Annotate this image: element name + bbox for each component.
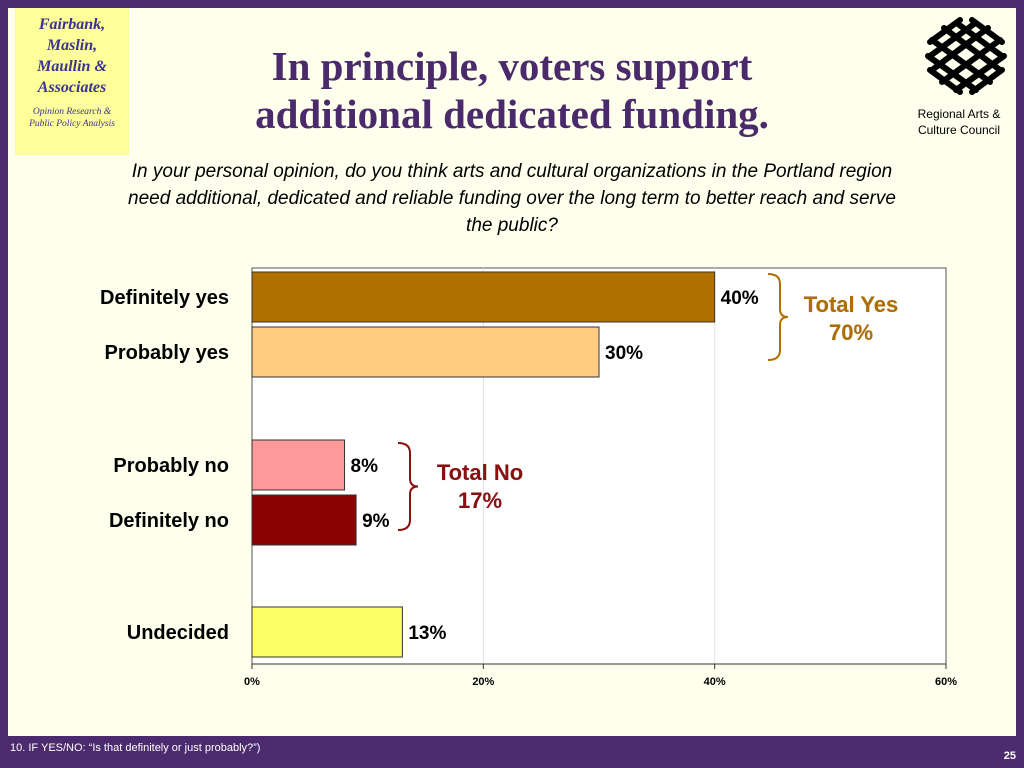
firm-logo: Fairbank, Maslin, Maullin & Associates O… (15, 8, 129, 155)
title-line: additional dedicated funding. (255, 91, 769, 137)
annotation-text: Total Yes (804, 292, 899, 317)
data-label: 40% (721, 288, 759, 309)
annotation-text: 70% (829, 320, 873, 345)
firm-name-line: Maullin & (37, 58, 107, 75)
annotation-text: Total No (437, 460, 523, 485)
title-line: In principle, voters support (271, 43, 753, 89)
data-label: 8% (351, 456, 379, 477)
category-label: Definitely no (109, 510, 229, 532)
bar (251, 494, 357, 546)
x-tick-label: 20% (472, 676, 494, 688)
client-name-line: Culture Council (917, 123, 1001, 137)
firm-tagline-line: Public Policy Analysis (29, 119, 115, 129)
client-name-line: Regional Arts & (917, 107, 1001, 121)
firm-name-line: Maslin, (46, 37, 98, 54)
x-tick-label: 40% (704, 676, 726, 688)
data-label: 13% (408, 623, 446, 644)
brace (397, 442, 419, 531)
x-tick-label: 60% (935, 676, 957, 688)
category-label: Undecided (127, 622, 229, 644)
firm-name-line: Associates (37, 79, 107, 96)
firm-name-line: Fairbank, (38, 16, 106, 33)
footnote: 10. IF YES/NO: “Is that definitely or ju… (10, 742, 261, 754)
bar (251, 271, 716, 323)
data-label: 30% (605, 343, 643, 364)
firm-tagline-line: Opinion Research & (32, 107, 112, 117)
category-label: Probably no (113, 455, 229, 477)
brace (767, 273, 789, 361)
lattice-star-icon (925, 17, 1007, 95)
firm-tagline: Opinion Research & Public Policy Analysi… (15, 106, 129, 130)
firm-name: Fairbank, Maslin, Maullin & Associates (15, 14, 129, 98)
page-title: In principle, voters support additional … (200, 42, 824, 138)
client-name: Regional Arts & Culture Council (905, 106, 1013, 138)
bar (251, 326, 600, 378)
survey-question: In your personal opinion, do you think a… (128, 161, 896, 236)
bar (251, 606, 403, 658)
x-tick-label: 0% (244, 676, 260, 688)
data-label: 9% (362, 511, 390, 532)
bar (251, 439, 346, 491)
page-number: 25 (1003, 750, 1016, 762)
category-label: Probably yes (104, 342, 229, 364)
annotation-text: 17% (458, 488, 502, 513)
category-label: Definitely yes (100, 287, 229, 309)
